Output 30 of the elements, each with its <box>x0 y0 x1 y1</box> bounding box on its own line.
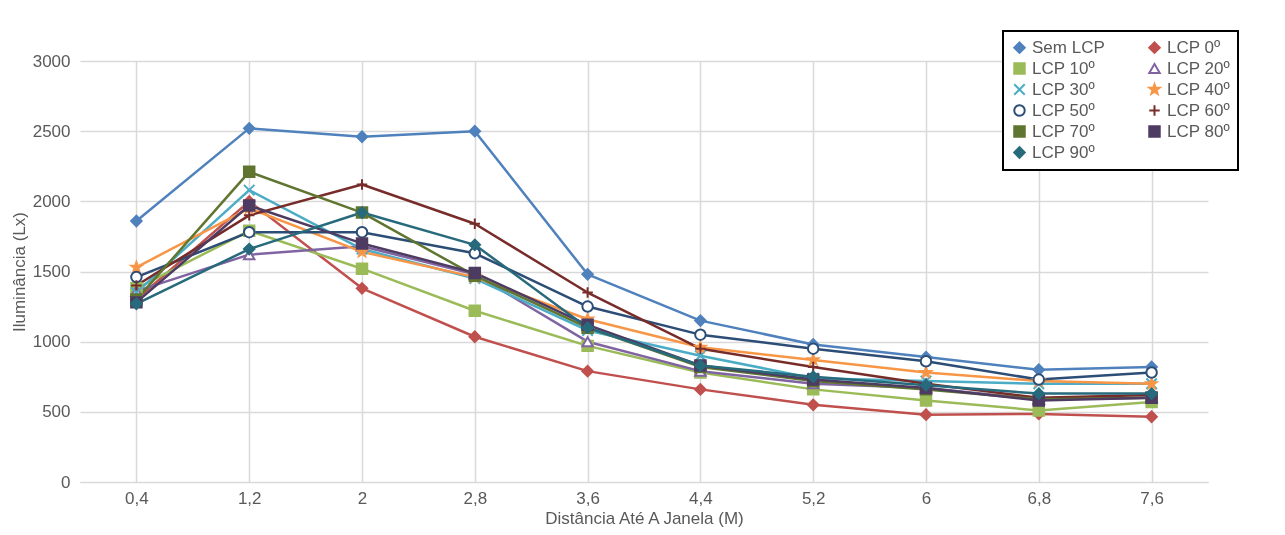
legend-label: LCP 70º <box>1032 121 1095 141</box>
x-tick-label: 2 <box>357 488 368 508</box>
legend-label: LCP 40º <box>1167 79 1230 99</box>
x-tick-label: 4,4 <box>689 488 713 508</box>
x-tick-label: 0,4 <box>125 488 149 508</box>
y-tick-label: 0 <box>61 472 71 492</box>
x-tick-label: 5,2 <box>801 488 826 508</box>
legend-label: LCP 90º <box>1032 142 1095 162</box>
x-tick-label: 2,8 <box>463 488 488 508</box>
legend-label: LCP 0º <box>1167 37 1221 57</box>
x-tick-label: 1,2 <box>237 488 262 508</box>
x-tick-label: 6,8 <box>1027 488 1052 508</box>
x-tick-label: 7,6 <box>1140 488 1164 508</box>
x-tick-label: 6 <box>921 488 932 508</box>
legend-label: Sem LCP <box>1032 37 1105 57</box>
y-tick-label: 1500 <box>32 262 71 281</box>
x-axis-title: Distância Até A Janela (M) <box>545 508 744 528</box>
legend-label: LCP 20º <box>1167 58 1230 78</box>
y-tick-label: 1000 <box>32 332 71 352</box>
y-tick-label: 2500 <box>32 121 71 141</box>
y-tick-label: 2000 <box>32 191 71 211</box>
legend-label: LCP 30º <box>1032 79 1095 99</box>
y-tick-label: 3000 <box>32 51 71 71</box>
legend-label: LCP 10º <box>1032 58 1095 78</box>
legend-label: LCP 80º <box>1167 121 1230 141</box>
legend-label: LCP 60º <box>1167 100 1230 120</box>
y-axis-title: Iluminância (Lx) <box>9 212 29 332</box>
x-tick-label: 3,6 <box>576 488 600 508</box>
legend-label: LCP 50º <box>1032 100 1095 120</box>
y-tick-label: 500 <box>42 402 71 422</box>
